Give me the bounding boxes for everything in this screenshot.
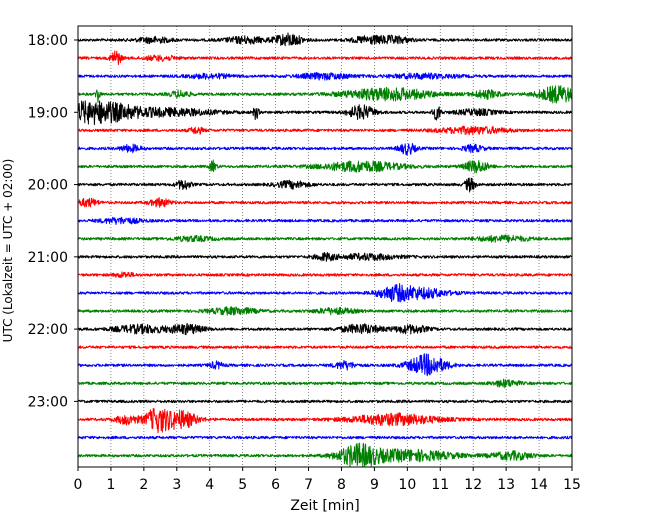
trace-2115 [77, 271, 573, 279]
trace-2345 [77, 442, 573, 468]
y-tick-label-5: 23:00 [28, 394, 68, 410]
x-tick-label-3: 3 [172, 477, 181, 493]
y-tick-label-1: 19:00 [28, 105, 68, 121]
x-axis-label: Zeit [min] [290, 498, 359, 514]
trace-2130 [77, 283, 573, 303]
x-tick-label-4: 4 [205, 477, 214, 493]
x-tick-label-0: 0 [74, 477, 83, 493]
trace-2030 [77, 216, 573, 226]
y-tick-label-2: 20:00 [28, 178, 68, 194]
plot-area [78, 26, 572, 467]
x-tick-label-15: 15 [563, 477, 581, 493]
x-tick-label-6: 6 [271, 477, 280, 493]
trace-2300 [77, 399, 573, 404]
x-tick-label-10: 10 [398, 477, 416, 493]
y-tick-label-0: 18:00 [28, 33, 68, 49]
trace-2330 [77, 435, 573, 440]
trace-2015 [77, 197, 573, 208]
trace-2245 [77, 378, 573, 389]
x-axis-ticks: 0 1 2 3 4 5 6 7 8 9 10 11 12 13 14 15 [74, 467, 581, 493]
x-tick-label-5: 5 [238, 477, 247, 493]
trace-1945 [77, 159, 573, 174]
trace-1915 [77, 125, 573, 136]
trace-1830 [77, 71, 573, 81]
x-tick-label-2: 2 [139, 477, 148, 493]
x-tick-label-12: 12 [464, 477, 482, 493]
x-tick-label-14: 14 [530, 477, 548, 493]
y-axis-ticks: 18:00 19:00 20:00 21:00 22:00 23:00 [28, 33, 78, 410]
trace-2230 [77, 353, 573, 377]
trace-2100 [77, 251, 573, 262]
x-tick-label-8: 8 [337, 477, 346, 493]
trace-2215 [77, 345, 573, 349]
trace-2315 [77, 408, 573, 434]
trace-2145 [77, 306, 573, 316]
x-tick-label-13: 13 [497, 477, 515, 493]
y-tick-label-3: 21:00 [28, 250, 68, 266]
x-tick-label-7: 7 [304, 477, 313, 493]
trace-1845 [77, 85, 573, 104]
trace-1930 [77, 143, 573, 156]
trace-1815 [77, 50, 573, 66]
y-axis-label: UTC (Lokalzeit = UTC + 02:00) [1, 159, 15, 343]
plot-frame [77, 25, 573, 468]
trace-2045 [77, 234, 573, 243]
x-tick-label-9: 9 [370, 477, 379, 493]
x-tick-label-1: 1 [106, 477, 115, 493]
y-tick-label-4: 22:00 [28, 322, 68, 338]
traces [77, 32, 573, 468]
trace-1800 [77, 32, 573, 47]
trace-1900 [77, 100, 573, 126]
trace-2000 [77, 177, 573, 193]
x-tick-label-11: 11 [431, 477, 449, 493]
trace-2200 [77, 323, 573, 336]
